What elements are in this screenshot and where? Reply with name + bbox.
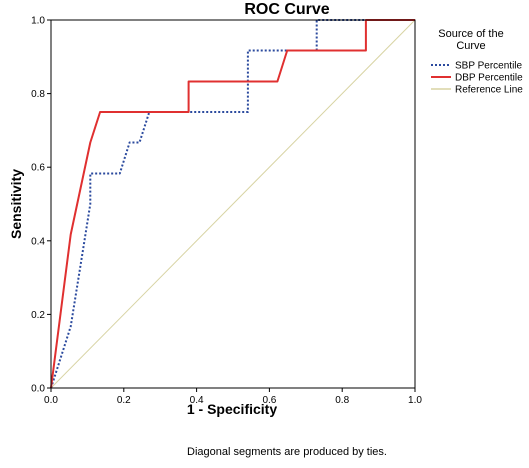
series-line-dbp-percentile xyxy=(50,19,415,389)
y-tick-label: 0.8 xyxy=(31,89,45,100)
x-tick-label: 0.4 xyxy=(190,395,204,406)
y-tick-label: 1.0 xyxy=(31,16,45,27)
series-layer xyxy=(50,19,416,389)
y-tick-label: 0.0 xyxy=(31,384,45,395)
legend-label-reference-line: Reference Line xyxy=(455,85,523,96)
axes-layer: 0.0 0.2 0.4 0.6 0.8 1.0 0.0 0.2 0.4 0.6 0.8 1.0 xyxy=(31,16,422,407)
legend-label-sbp-percentile: SBP Percentile xyxy=(455,61,523,72)
y-tick-label: 0.2 xyxy=(31,310,45,321)
y-axis-title: Sensitivity xyxy=(8,169,24,239)
series-line-reference-line xyxy=(50,19,416,389)
legend-title-line-2: Curve xyxy=(456,40,485,52)
y-tick-label: 0.4 xyxy=(31,236,45,247)
x-axis-title: 1 - Specificity xyxy=(187,401,277,417)
x-tick-label: 0.0 xyxy=(44,395,58,406)
x-tick-label: 0.8 xyxy=(335,395,349,406)
x-tick-label: 0.2 xyxy=(117,395,131,406)
plot-frame xyxy=(50,19,416,389)
legend-title-line-1: Source of the xyxy=(438,28,503,40)
chart-title: ROC Curve xyxy=(244,1,329,18)
x-tick-label: 0.6 xyxy=(262,395,276,406)
x-tick-label: 1.0 xyxy=(408,395,422,406)
legend-label-dbp-percentile: DBP Percentile xyxy=(455,73,523,84)
footnote: Diagonal segments are produced by ties. xyxy=(187,446,387,458)
y-tick-label: 0.6 xyxy=(31,163,45,174)
